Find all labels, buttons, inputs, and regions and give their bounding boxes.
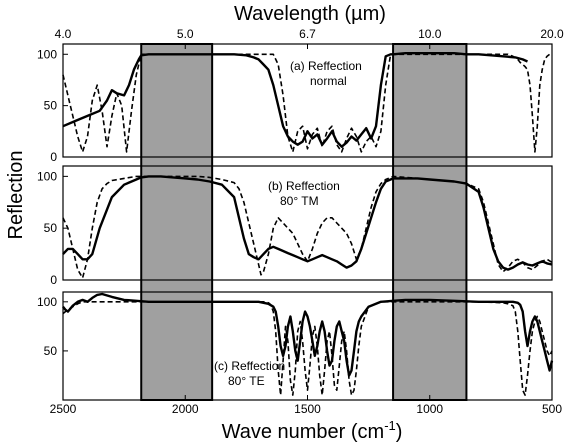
top-axis-title: Wavelength (µm): [234, 3, 386, 25]
shaded-band-2: [392, 43, 468, 401]
panel-c-y-tick-label-50: 50: [44, 344, 58, 358]
bottom-axis-title: Wave number (cm-1): [222, 418, 403, 443]
panel-b-series-dashed: [62, 175, 553, 279]
top-axis-tick-label-20.0: 20.0: [540, 27, 564, 41]
panel-c-series-dashed: [62, 301, 553, 396]
top-axis-tick-label-5.0: 5.0: [177, 27, 194, 41]
bottom-axis-title-close: ): [396, 421, 403, 443]
panel-a-series-dashed: [62, 53, 552, 153]
top-axis-tick-label-4.0: 4.0: [55, 27, 72, 41]
panel-b-frame: [62, 165, 553, 281]
bottom-axis-tick-label-1500: 1500: [294, 402, 321, 416]
panel-c-series-solid: [62, 292, 554, 377]
panel-c-label-line1: (c) Reffection: [214, 359, 285, 373]
bottom-axis-title-main: Wave number (cm: [222, 421, 385, 443]
bottom-axis-title-sup: -1: [384, 418, 396, 433]
panel-c-label-line2: 80° TE: [228, 374, 265, 388]
panel-a-y-tick-label-50: 50: [44, 99, 58, 113]
y-axis-title: Reflection: [5, 151, 27, 240]
panel-a-y-tick-label-100: 100: [37, 47, 57, 61]
bottom-axis-tick-label-2500: 2500: [50, 402, 77, 416]
panel-a-y-tick-label-0: 0: [50, 150, 57, 164]
bottom-axis-tick-label-2000: 2000: [172, 402, 199, 416]
bottom-axis-tick-label-1000: 1000: [416, 402, 443, 416]
panel-b-y-tick-label-100: 100: [37, 169, 57, 183]
panel-b-label-line2: 80° TM: [280, 194, 319, 208]
panel-b-y-tick-label-0: 0: [50, 273, 57, 287]
top-axis-tick-label-6.7: 6.7: [299, 27, 316, 41]
shaded-band-1: [140, 43, 214, 401]
panel-a-label-line1: (a) Reffection: [290, 59, 362, 73]
panel-b-y-tick-label-50: 50: [44, 221, 58, 235]
panel-a-label-line2: normal: [310, 74, 347, 88]
top-axis-tick-label-10.0: 10.0: [418, 27, 442, 41]
bottom-axis-tick-label-500: 500: [542, 402, 562, 416]
panel-c-y-tick-label-100: 100: [37, 295, 57, 309]
panel-b-label-line1: (b) Reffection: [268, 179, 340, 193]
